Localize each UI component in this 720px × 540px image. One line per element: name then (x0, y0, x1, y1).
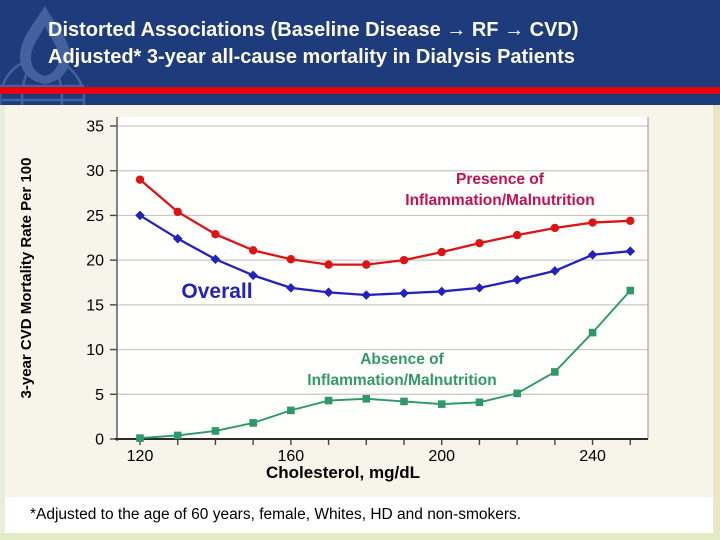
y-tick-label: 5 (95, 387, 104, 404)
plot-area (117, 117, 648, 439)
slide-title-line2: Adjusted* 3-year all-cause mortality in … (48, 46, 575, 68)
series-marker (400, 397, 408, 406)
series-label: Presence of (456, 171, 545, 188)
y-tick-label: 0 (95, 432, 104, 449)
series-label: Overall (181, 280, 252, 303)
y-tick-label: 30 (86, 163, 104, 180)
series-marker (362, 260, 371, 269)
series-marker (172, 233, 183, 244)
series-marker (173, 431, 182, 440)
series-marker (361, 290, 372, 300)
series-marker (475, 398, 484, 407)
series-marker (136, 434, 144, 442)
title-block: Distorted Associations (Baseline Disease… (48, 17, 688, 71)
series-marker (475, 238, 484, 248)
flame-globe-logo-icon (0, 6, 86, 105)
slide-title-line1: Distorted Associations (Baseline Disease… (48, 19, 579, 41)
series-line (139, 214, 631, 297)
series-marker (512, 230, 522, 240)
x-tick-label: 160 (278, 448, 305, 465)
series-marker (324, 260, 333, 269)
header-lower-band (0, 94, 720, 105)
series-marker (437, 400, 446, 408)
series-marker (211, 230, 220, 239)
series-marker (513, 389, 521, 398)
series-marker (626, 286, 635, 295)
footer-band: *Adjusted to the age of 60 years, female… (5, 497, 713, 533)
series-marker (626, 216, 635, 225)
y-tick-label: 15 (86, 297, 104, 314)
series-marker (286, 283, 296, 293)
series-marker (249, 419, 257, 427)
series-marker (135, 175, 145, 184)
series-marker (287, 406, 295, 415)
series-marker (248, 246, 258, 255)
series-marker (512, 275, 522, 285)
series-marker (588, 328, 597, 337)
series-marker (362, 394, 371, 403)
series-marker (625, 246, 636, 256)
left-edge-strip (0, 105, 5, 533)
y-tick-label: 25 (86, 208, 104, 225)
x-axis-title: Cholesterol, mg/dL (266, 463, 420, 482)
series-marker (211, 427, 220, 435)
series-line (139, 289, 631, 440)
y-tick-label: 35 (86, 118, 104, 135)
y-tick-label: 10 (86, 342, 104, 359)
header-background (0, 0, 720, 87)
series-marker (210, 254, 221, 265)
series-marker (550, 223, 560, 233)
series-label: Absence of (360, 351, 444, 368)
series-marker (550, 266, 560, 276)
series-marker (248, 270, 258, 281)
series-marker (323, 287, 334, 298)
series-marker (135, 210, 145, 221)
x-tick-label: 120 (127, 448, 154, 465)
series-label: Inflammation/Malnutrition (307, 372, 496, 389)
series-marker (551, 368, 559, 376)
series-label: Inflammation/Malnutrition (405, 192, 594, 209)
series-marker (173, 207, 182, 217)
series-marker (286, 255, 296, 264)
series-marker (436, 286, 447, 297)
series-marker (474, 283, 485, 293)
series-marker (588, 218, 597, 227)
series-marker (587, 249, 598, 260)
right-edge-strip (713, 105, 720, 533)
y-tick-label: 20 (86, 253, 104, 270)
x-tick-label: 200 (428, 448, 455, 465)
bottom-edge-strip (0, 533, 720, 540)
series-marker (399, 288, 409, 299)
adjustment-footnote: *Adjusted to the age of 60 years, female… (30, 506, 522, 523)
series-marker (437, 247, 446, 257)
series-line (139, 178, 631, 266)
y-axis-title: 3-year CVD Mortality Rate Per 100 (18, 158, 35, 399)
series-marker (324, 396, 333, 405)
x-tick-label: 240 (579, 448, 606, 465)
series-marker (399, 255, 409, 265)
slide-header: Distorted Associations (Baseline Disease… (0, 0, 720, 105)
red-divider (0, 87, 720, 94)
